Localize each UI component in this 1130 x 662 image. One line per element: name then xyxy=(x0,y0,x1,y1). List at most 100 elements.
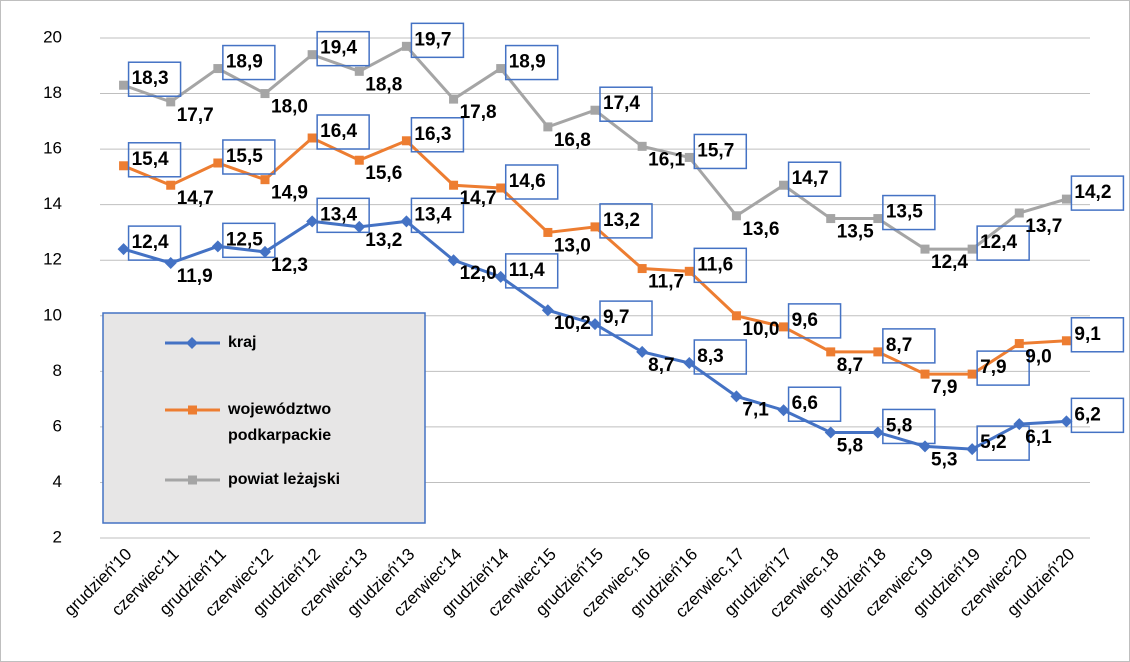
marker xyxy=(449,94,459,104)
data-label: 16,3 xyxy=(414,124,451,145)
data-label: 8,7 xyxy=(648,355,674,376)
data-label: 14,7 xyxy=(177,188,214,209)
data-label: 16,1 xyxy=(648,149,685,170)
data-label: 7,9 xyxy=(931,377,957,398)
label-box xyxy=(787,386,842,422)
label-box xyxy=(410,197,465,234)
label-box xyxy=(693,133,748,170)
data-label: 8,3 xyxy=(697,346,723,367)
label-box xyxy=(882,194,936,231)
data-label: 12,4 xyxy=(132,232,169,253)
marker xyxy=(213,158,223,168)
marker xyxy=(589,318,601,331)
data-label: 15,7 xyxy=(697,140,734,161)
marker xyxy=(731,311,741,321)
data-label: 13,5 xyxy=(837,222,874,243)
y-tick-label: 10 xyxy=(43,305,62,324)
data-label: 6,6 xyxy=(792,393,818,414)
marker xyxy=(166,180,176,190)
marker xyxy=(164,257,177,269)
label-box xyxy=(1070,175,1125,211)
marker xyxy=(779,180,789,190)
marker xyxy=(400,215,413,228)
data-label: 13,7 xyxy=(1025,216,1062,237)
data-label: 18,9 xyxy=(226,52,263,73)
marker xyxy=(543,227,553,237)
marker xyxy=(967,369,977,379)
marker xyxy=(920,369,930,379)
data-label: 12,3 xyxy=(271,255,308,276)
marker xyxy=(967,244,977,254)
data-label: 18,3 xyxy=(132,68,169,89)
data-label: 17,4 xyxy=(603,93,640,114)
marker xyxy=(211,240,224,253)
data-label: 7,1 xyxy=(742,399,769,420)
data-label: 13,2 xyxy=(365,230,402,251)
marker xyxy=(1060,415,1073,428)
data-label: 13,2 xyxy=(603,210,640,231)
data-label: 13,4 xyxy=(320,204,357,225)
data-label: 15,6 xyxy=(365,163,402,184)
marker xyxy=(307,50,317,60)
y-tick-label: 20 xyxy=(43,27,62,46)
label-box xyxy=(787,303,842,339)
marker xyxy=(353,220,366,233)
marker xyxy=(637,264,647,274)
y-tick-label: 12 xyxy=(43,250,62,269)
data-label: 12,4 xyxy=(980,232,1017,253)
label-box xyxy=(599,203,653,239)
marker xyxy=(306,215,319,228)
label-box xyxy=(222,44,276,81)
y-tick-label: 8 xyxy=(53,361,62,380)
data-label: 8,7 xyxy=(837,355,863,376)
marker xyxy=(213,64,223,74)
label-box xyxy=(882,328,936,364)
legend-label-line: województwo xyxy=(227,401,331,418)
data-label: 14,6 xyxy=(509,171,546,192)
legend-marker xyxy=(188,475,197,485)
data-label: 18,9 xyxy=(509,52,546,73)
label-box xyxy=(504,164,559,200)
marker xyxy=(919,440,931,453)
marker xyxy=(966,443,979,456)
marker xyxy=(920,244,930,254)
marker xyxy=(494,270,507,283)
y-tick-label: 4 xyxy=(53,472,62,491)
y-tick-label: 2 xyxy=(53,527,62,546)
marker xyxy=(541,304,554,317)
label-box xyxy=(504,44,559,81)
label-box xyxy=(599,86,653,122)
y-tick-label: 18 xyxy=(43,83,62,102)
data-label: 13,5 xyxy=(886,202,923,223)
data-label: 11,9 xyxy=(177,266,213,287)
data-label: 15,5 xyxy=(226,146,263,167)
data-label: 11,6 xyxy=(697,254,733,275)
marker xyxy=(779,322,789,332)
label-box xyxy=(976,350,1030,386)
marker xyxy=(166,97,176,107)
label-box xyxy=(693,247,748,284)
data-label: 11,4 xyxy=(509,260,545,281)
data-label: 18,8 xyxy=(365,74,402,95)
marker xyxy=(1013,418,1026,431)
data-label: 10,2 xyxy=(554,313,591,334)
label-box xyxy=(127,225,182,261)
data-label: 5,8 xyxy=(886,415,912,436)
data-label: 12,0 xyxy=(460,263,497,284)
data-label: 19,7 xyxy=(414,29,451,50)
marker xyxy=(636,345,649,358)
marker xyxy=(730,390,743,403)
data-label: 15,4 xyxy=(132,149,169,170)
marker xyxy=(354,155,364,165)
data-label: 17,7 xyxy=(177,105,214,126)
label-box xyxy=(127,61,182,97)
marker xyxy=(731,211,741,221)
label-box xyxy=(882,408,936,445)
marker xyxy=(543,122,553,132)
data-label: 9,7 xyxy=(603,307,629,328)
data-label: 5,2 xyxy=(980,432,1006,453)
legend-label-line: podkarpackie xyxy=(228,427,331,444)
label-box xyxy=(410,22,465,59)
data-label: 5,3 xyxy=(931,449,957,470)
